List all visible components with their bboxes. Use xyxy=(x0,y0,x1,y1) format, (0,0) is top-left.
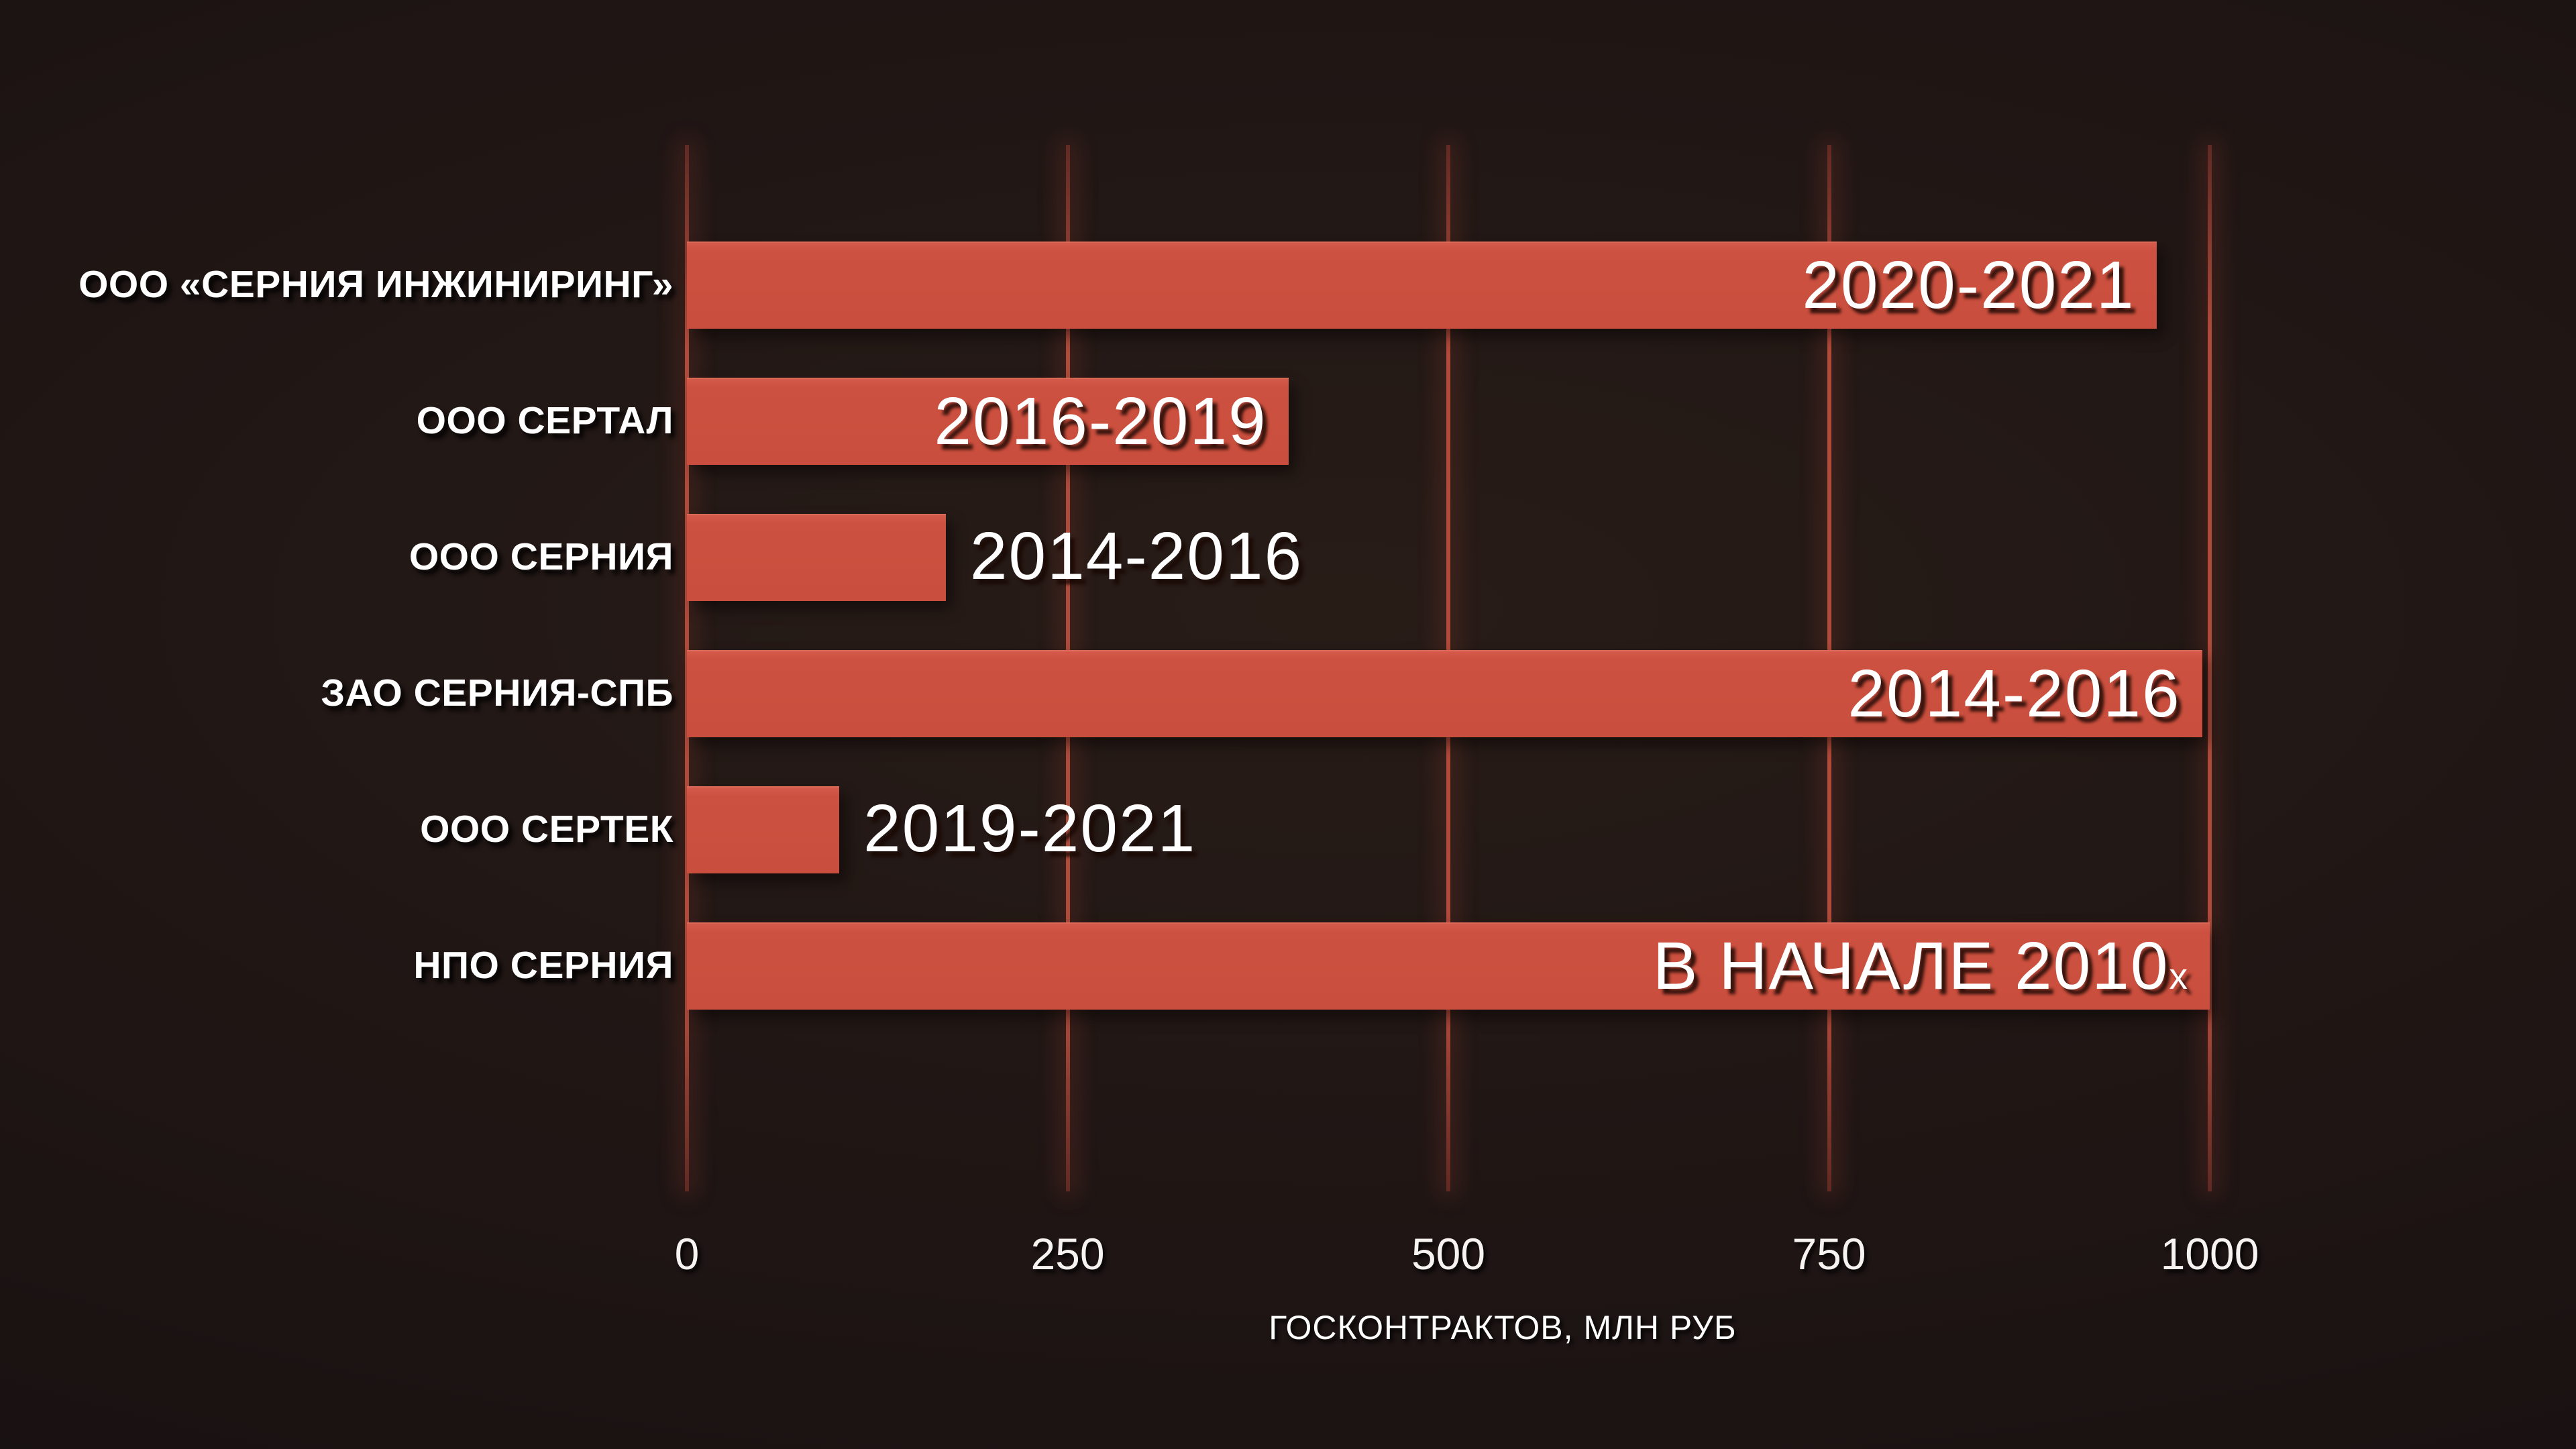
x-tick-label-750: 750 xyxy=(1792,1229,1866,1279)
bar: 2014-2016 xyxy=(687,650,2202,737)
chart-row: НПО СЕРНИЯ В НАЧАЛЕ 2010х xyxy=(0,922,2576,1010)
bar-value-label: 2019-2021 xyxy=(863,791,1197,866)
category-label: ООО СЕРТЕК xyxy=(420,808,674,851)
chart-row: ООО СЕРТЕК 2019-2021 xyxy=(0,786,2576,873)
x-tick-label-500: 500 xyxy=(1411,1229,1486,1279)
bar xyxy=(687,786,839,873)
bar-value-label: 2020-2021 xyxy=(1802,248,2135,323)
category-label: ООО «СЕРНИЯ ИНЖИНИРИНГ» xyxy=(78,263,674,306)
chart-row: ЗАО СЕРНИЯ-СПБ 2014-2016 xyxy=(0,650,2576,737)
bar-value-label: В НАЧАЛЕ 2010х xyxy=(1652,928,2188,1004)
chart-row: ООО СЕРНИЯ 2014-2016 xyxy=(0,514,2576,601)
bar-value-label: 2014-2016 xyxy=(1847,656,2181,731)
bar-value-label: 2016-2019 xyxy=(934,384,1267,459)
bar-value-label: 2014-2016 xyxy=(969,519,1303,594)
x-tick-label-250: 250 xyxy=(1030,1229,1105,1279)
bar: В НАЧАЛЕ 2010х xyxy=(687,922,2210,1010)
bar xyxy=(687,514,946,601)
category-label: ООО СЕРТАЛ xyxy=(416,399,674,442)
chart-row: ООО СЕРТАЛ 2016-2019 xyxy=(0,378,2576,465)
x-tick-label-0: 0 xyxy=(674,1229,700,1279)
category-label: НПО СЕРНИЯ xyxy=(413,944,674,987)
gridline-1000 xyxy=(2208,145,2212,1191)
x-axis-title: ГОСКОНТРАКТОВ, МЛН РУБ xyxy=(1269,1309,1737,1346)
bar-value-suffix: х xyxy=(2169,955,2188,997)
bar: 2020-2021 xyxy=(687,241,2157,329)
category-label: ООО СЕРНИЯ xyxy=(409,535,674,578)
bar: 2016-2019 xyxy=(687,378,1289,465)
chart-row: ООО «СЕРНИЯ ИНЖИНИРИНГ» 2020-2021 xyxy=(0,241,2576,329)
category-label: ЗАО СЕРНИЯ-СПБ xyxy=(321,672,674,714)
x-tick-label-1000: 1000 xyxy=(2160,1229,2259,1279)
